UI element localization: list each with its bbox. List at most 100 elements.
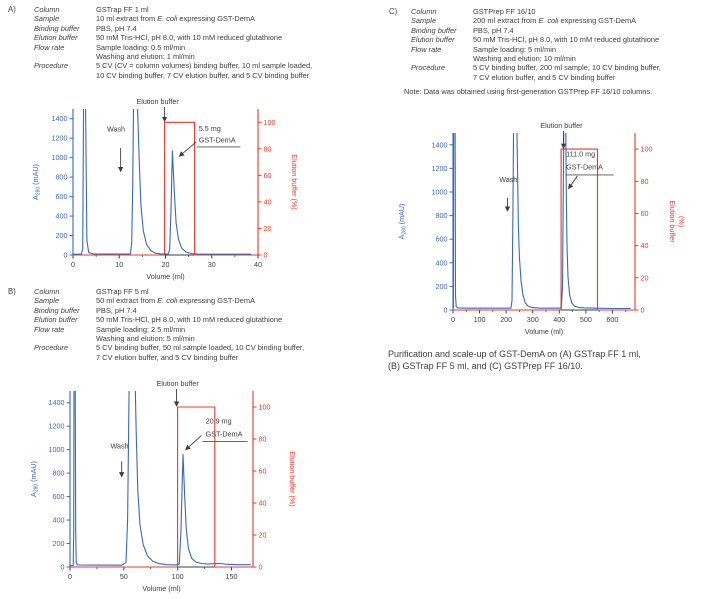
- svg-text:20: 20: [641, 273, 649, 282]
- spec-label: Elution buffer: [411, 35, 455, 45]
- svg-text:1200: 1200: [49, 422, 65, 431]
- svg-text:60: 60: [259, 467, 267, 476]
- svg-text:400: 400: [53, 516, 65, 525]
- svg-text:111.0 mg: 111.0 mg: [566, 150, 595, 159]
- svg-text:0: 0: [444, 306, 448, 315]
- spec-label: Column: [34, 287, 60, 296]
- svg-text:500: 500: [580, 315, 592, 324]
- spec-label: Procedure: [34, 343, 69, 353]
- x-axis: 0 100 200 300 400 500 600 Volume (ml): [451, 309, 635, 336]
- svg-text:0: 0: [259, 563, 263, 572]
- wash-annotation: Wash: [107, 124, 125, 173]
- spec-label: Binding buffer: [34, 23, 80, 33]
- svg-text:60: 60: [641, 209, 649, 218]
- spec-value: GSTrap FF 5 ml: [96, 287, 149, 296]
- svg-text:300: 300: [527, 315, 539, 324]
- svg-text:100: 100: [474, 315, 486, 324]
- left-axis: 0 200 400 600 800 1000 1200 1400 A280 (mAU): [31, 109, 74, 260]
- svg-text:1400: 1400: [432, 140, 448, 149]
- elution-buffer-curve: [70, 406, 253, 568]
- svg-text:Elution buffer: Elution buffer: [157, 379, 200, 388]
- spec-value: GSTPrep FF 16/10: [473, 7, 536, 16]
- spec-label: Elution buffer: [34, 315, 78, 325]
- svg-text:1400: 1400: [49, 398, 65, 407]
- svg-text:Volume (ml): Volume (ml): [146, 272, 184, 281]
- spec-label: Column: [411, 7, 437, 16]
- spec-row: Elution buffer 50 mM Tris-HCl, pH 8.0, wi…: [34, 315, 304, 324]
- svg-text:800: 800: [53, 469, 65, 478]
- panel-c-note: Note: Data was obtained using first-gene…: [404, 87, 653, 97]
- panel-b-letter: B): [8, 287, 16, 296]
- spec-label: Sample: [34, 296, 60, 306]
- svg-text:30: 30: [208, 260, 216, 269]
- svg-text:1000: 1000: [52, 153, 68, 162]
- svg-text:600: 600: [436, 235, 448, 244]
- svg-text:100: 100: [264, 118, 276, 127]
- svg-text:Elution buffer: Elution buffer: [137, 97, 180, 106]
- panel-c-letter: C): [389, 7, 398, 16]
- spec-value: PBS, pH 7.4: [96, 23, 137, 33]
- spec-value: 50 mM Tris-HCl, pH 8.0, with 10 mM reduc…: [96, 315, 283, 325]
- svg-text:40: 40: [641, 241, 649, 250]
- wash-annotation: Wash: [499, 175, 517, 212]
- spec-row: Flow rate Sample loading: 5 ml/min Washing…: [411, 45, 661, 64]
- spec-label: Flow rate: [34, 324, 65, 334]
- spec-value: 50 ml extract from E. coli expressing GS…: [96, 296, 255, 306]
- svg-text:A280 (mAU): A280 (mAU): [29, 461, 40, 497]
- spec-label: Column: [34, 5, 60, 14]
- svg-text:40: 40: [254, 260, 262, 269]
- spec-row: Procedure 5 CV binding buffer, 50 ml samp…: [34, 343, 304, 362]
- svg-text:800: 800: [56, 173, 68, 182]
- spec-row: Column GSTPrep FF 16/10: [411, 7, 661, 16]
- svg-text:0: 0: [61, 563, 65, 572]
- elution-buffer-annotation: Elution buffer: [157, 379, 200, 407]
- svg-text:600: 600: [606, 315, 618, 324]
- svg-text:5.5 mg: 5.5 mg: [199, 124, 221, 133]
- svg-text:1000: 1000: [432, 188, 448, 197]
- svg-text:20: 20: [259, 531, 267, 540]
- spec-value: PBS, pH 7.4: [473, 25, 514, 35]
- spec-row: Column GSTrap FF 5 ml: [34, 287, 304, 296]
- svg-text:GST-DemA: GST-DemA: [199, 136, 236, 145]
- svg-text:20: 20: [162, 260, 170, 269]
- svg-text:1200: 1200: [432, 164, 448, 173]
- absorbance-curve: [70, 391, 251, 567]
- svg-text:200: 200: [56, 231, 68, 240]
- svg-text:200: 200: [500, 315, 512, 324]
- spec-label: Sample: [411, 16, 437, 26]
- svg-text:0: 0: [71, 260, 75, 269]
- svg-text:200: 200: [436, 282, 448, 291]
- figure-caption: Purification and scale-up of GST-DemA on…: [388, 349, 700, 372]
- svg-text:Elution buffer (%): Elution buffer (%): [288, 451, 297, 506]
- elution-buffer-annotation: Elution buffer: [137, 97, 180, 123]
- svg-text:Volume (ml): Volume (ml): [525, 327, 563, 336]
- spec-value: GSTrap FF 1 ml: [96, 5, 149, 14]
- svg-text:150: 150: [225, 572, 237, 581]
- x-axis: 0 10 20 30 40 Volume (ml): [71, 254, 262, 281]
- spec-label: Elution buffer: [34, 33, 78, 43]
- spec-row: Sample 50 ml extract from E. coli express…: [34, 296, 304, 305]
- panel-c-specs: C) Column GSTPrep FF 16/10 Sample 200 ml ex…: [389, 7, 661, 97]
- svg-text:600: 600: [56, 192, 68, 201]
- svg-text:1200: 1200: [52, 134, 68, 143]
- svg-text:1000: 1000: [49, 445, 65, 454]
- svg-text:Elution buffer: Elution buffer: [540, 121, 583, 130]
- svg-text:Wash: Wash: [499, 175, 517, 184]
- yield-annotation: 5.5 mg GST-DemA: [178, 124, 241, 157]
- svg-text:80: 80: [264, 144, 272, 153]
- svg-text:50: 50: [120, 572, 128, 581]
- svg-text:100: 100: [259, 403, 271, 412]
- svg-text:0: 0: [641, 306, 645, 315]
- spec-value: 10 ml extract from E. coli expressing GS…: [96, 14, 255, 24]
- spec-row: Flow rate Sample loading: 0.5 ml/min Washi…: [34, 43, 312, 62]
- spec-label: Procedure: [411, 63, 446, 73]
- svg-text:100: 100: [172, 572, 184, 581]
- spec-value: Sample loading: 0.5 ml/min Washing and el…: [96, 42, 195, 62]
- spec-label: Flow rate: [411, 44, 442, 54]
- svg-text:20: 20: [264, 224, 272, 233]
- spec-value: 200 ml extract from E. coli expressing G…: [473, 16, 637, 26]
- svg-text:200: 200: [53, 539, 65, 548]
- svg-text:600: 600: [53, 492, 65, 501]
- spec-row: Elution buffer 50 mM Tris-HCl, pH 8.0, wi…: [34, 33, 312, 42]
